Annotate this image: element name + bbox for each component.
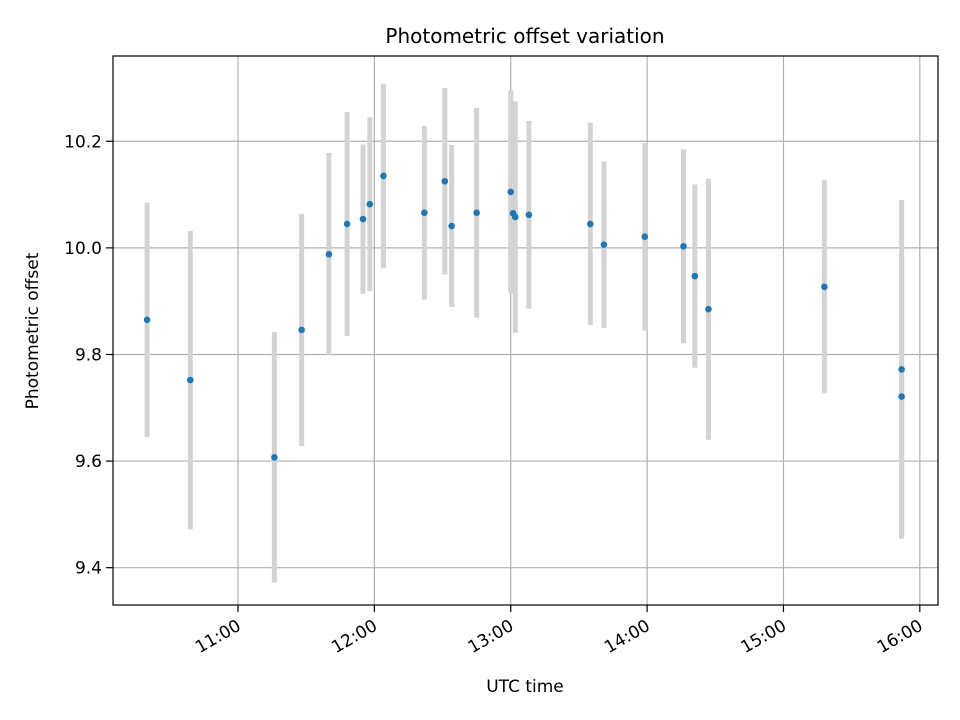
chart-title: Photometric offset variation [385, 24, 664, 48]
data-point [143, 316, 151, 324]
y-tick-label: 9.4 [75, 559, 102, 579]
y-tick-label: 10.0 [64, 239, 102, 259]
plot-area-background [113, 56, 938, 605]
y-axis-ticks: 9.4 9.6 9.8 10.0 10.2 [64, 132, 113, 579]
data-point [298, 326, 305, 334]
data-point [186, 376, 194, 384]
data-point [586, 220, 594, 228]
y-tick-label: 9.6 [75, 452, 102, 472]
data-point [600, 241, 608, 248]
data-point [366, 200, 374, 208]
data-point [691, 272, 699, 280]
x-axis-label: UTC time [486, 677, 564, 697]
data-point [641, 233, 649, 240]
data-point [380, 172, 387, 180]
data-point [271, 454, 278, 461]
data-point [359, 215, 367, 223]
data-point [705, 305, 712, 313]
data-point [448, 222, 455, 230]
y-tick-label: 9.8 [75, 345, 102, 365]
plot-frame [112, 55, 939, 606]
data-point [525, 211, 533, 219]
data-point [898, 393, 905, 400]
data-point [421, 209, 428, 217]
data-point [511, 213, 519, 221]
data-point [325, 250, 333, 258]
data-points [143, 172, 905, 461]
data-point [473, 209, 480, 217]
data-point [680, 242, 687, 250]
data-point [821, 283, 828, 291]
data-point [441, 177, 449, 185]
y-axis-label: Photometric offset [23, 252, 43, 409]
data-point [343, 220, 351, 228]
y-tick-label: 10.2 [64, 132, 102, 152]
data-point [507, 188, 515, 196]
data-point [898, 366, 905, 373]
